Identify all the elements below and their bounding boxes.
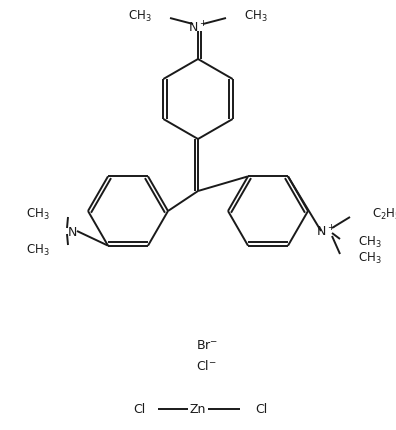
Text: CH$_3$: CH$_3$ xyxy=(26,206,50,221)
Text: Zn: Zn xyxy=(190,402,206,415)
Text: Cl: Cl xyxy=(133,402,145,415)
Text: CH$_3$: CH$_3$ xyxy=(244,9,268,24)
Text: C$_2$H$_5$: C$_2$H$_5$ xyxy=(372,206,396,221)
Text: CH$_3$: CH$_3$ xyxy=(26,242,50,257)
Text: N$^+$: N$^+$ xyxy=(316,224,336,239)
Text: N: N xyxy=(67,225,77,238)
Text: N$^+$: N$^+$ xyxy=(188,20,208,36)
Text: CH$_3$: CH$_3$ xyxy=(358,250,382,265)
Text: CH$_3$: CH$_3$ xyxy=(358,234,382,249)
Text: Cl$^{-}$: Cl$^{-}$ xyxy=(196,358,217,372)
Text: CH$_3$: CH$_3$ xyxy=(128,9,152,24)
Text: Cl: Cl xyxy=(255,402,267,415)
Text: Br$^{-}$: Br$^{-}$ xyxy=(196,339,218,352)
